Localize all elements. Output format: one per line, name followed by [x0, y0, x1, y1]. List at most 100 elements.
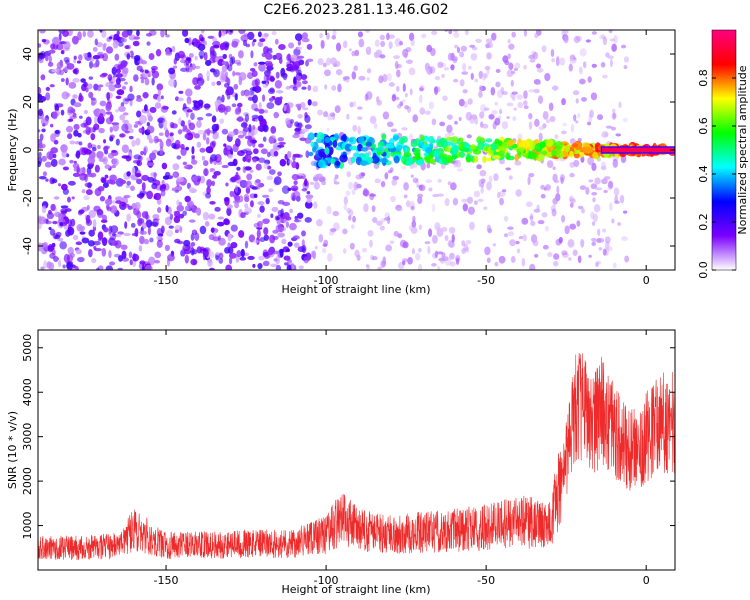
heatmap-cell: [130, 222, 136, 228]
heatmap-cell: [283, 255, 291, 261]
heatmap-cell: [417, 158, 425, 166]
heatmap-cell: [556, 185, 560, 194]
heatmap-cell: [101, 247, 107, 257]
heatmap-cell: [597, 237, 605, 243]
heatmap-cell: [497, 140, 503, 147]
heatmap-cell: [194, 65, 201, 69]
heatmap-cell: [98, 158, 107, 162]
heatmap-cell: [569, 223, 577, 230]
heatmap-cell: [152, 214, 160, 219]
heatmap-cell: [388, 82, 395, 87]
heatmap-cell: [609, 59, 613, 68]
heatmap-cell: [274, 38, 279, 45]
heatmap-cell: [532, 240, 539, 247]
heatmap-cell: [261, 52, 267, 58]
heatmap-cell: [136, 110, 142, 118]
heatmap-cell: [258, 255, 265, 261]
heatmap-cell: [459, 151, 465, 158]
heatmap-cell: [465, 155, 472, 163]
heatmap-cell: [86, 83, 93, 90]
heatmap-cell: [561, 252, 569, 258]
heatmap-cell: [174, 185, 183, 192]
heatmap-cell: [588, 254, 592, 258]
heatmap-cell: [324, 84, 328, 90]
heatmap-cell: [97, 87, 102, 92]
heatmap-cell: [366, 264, 370, 270]
heatmap-cell: [353, 181, 359, 191]
heatmap-cell: [612, 262, 617, 269]
heatmap-cell: [66, 261, 74, 270]
heatmap-cell: [210, 227, 215, 233]
heatmap-cell: [115, 109, 119, 113]
heatmap-cell: [177, 129, 183, 135]
heatmap-cell: [577, 138, 582, 142]
heatmap-cell: [251, 129, 255, 138]
heatmap-cell: [370, 155, 380, 164]
heatmap-cell: [240, 212, 246, 219]
heatmap-cell: [405, 159, 413, 166]
heatmap-cell: [197, 129, 205, 135]
heatmap-cell: [393, 55, 401, 60]
heatmap-cell: [141, 60, 147, 65]
heatmap-cell: [475, 38, 482, 43]
colorbar-ticks: 0.0 0.2 0.4 0.6 0.8: [697, 69, 736, 279]
heatmap-cell: [360, 147, 368, 152]
heatmap-cell: [43, 241, 49, 248]
heatmap-cell: [125, 155, 132, 162]
heatmap-cell: [458, 98, 465, 107]
heatmap-cell: [129, 85, 133, 93]
heatmap-cell: [611, 43, 617, 52]
heatmap-cell: [410, 205, 415, 211]
heatmap-cell: [462, 62, 467, 72]
heatmap-cell: [218, 237, 226, 246]
heatmap-cell: [354, 49, 360, 57]
heatmap-cell: [149, 237, 154, 243]
heatmap-cell: [420, 134, 425, 142]
heatmap-cell: [227, 154, 233, 159]
heatmap-cell: [254, 108, 260, 112]
heatmap-cell: [228, 257, 233, 265]
heatmap-cell: [185, 63, 190, 73]
heatmap-cell: [455, 257, 460, 265]
heatmap-cell: [115, 196, 123, 202]
heatmap-cell: [139, 260, 146, 265]
heatmap-cell: [156, 83, 164, 91]
heatmap-cell: [118, 105, 126, 113]
heatmap-cell: [155, 48, 162, 57]
heatmap-cell: [273, 111, 280, 119]
heatmap-cell: [545, 139, 554, 147]
heatmap-cell: [525, 201, 533, 208]
heatmap-cell: [329, 228, 337, 232]
heatmap-cell: [199, 225, 207, 235]
heatmap-cell: [65, 59, 70, 65]
heatmap-cell: [423, 152, 430, 157]
heatmap-cell: [60, 210, 68, 215]
heatmap-cell: [515, 189, 522, 197]
heatmap-cell: [493, 173, 499, 182]
heatmap-cell: [75, 150, 81, 159]
heatmap-cell: [145, 219, 153, 228]
heatmap-cell: [552, 197, 558, 205]
heatmap-cell: [508, 175, 513, 180]
heatmap-cell: [273, 176, 282, 186]
heatmap-cell: [129, 259, 133, 266]
heatmap-cell: [469, 144, 477, 150]
heatmap-cell: [330, 158, 336, 165]
heatmap-cell: [598, 247, 603, 251]
heatmap-cell: [372, 216, 378, 223]
heatmap-cell: [190, 242, 196, 247]
heatmap-cell: [324, 136, 331, 144]
heatmap-cell: [117, 267, 123, 270]
heatmap-cell: [451, 154, 458, 160]
heatmap-cell: [223, 143, 227, 147]
heatmap-cell: [105, 103, 112, 112]
heatmap-cell: [544, 225, 550, 232]
heatmap-cell: [612, 113, 616, 119]
heatmap-cell: [240, 90, 246, 97]
heatmap-cell: [286, 150, 292, 159]
heatmap-cell: [304, 114, 311, 123]
heatmap-cell: [79, 115, 83, 119]
heatmap-cell: [90, 57, 95, 62]
heatmap-cell: [296, 46, 303, 51]
heatmap-cell: [529, 216, 534, 220]
